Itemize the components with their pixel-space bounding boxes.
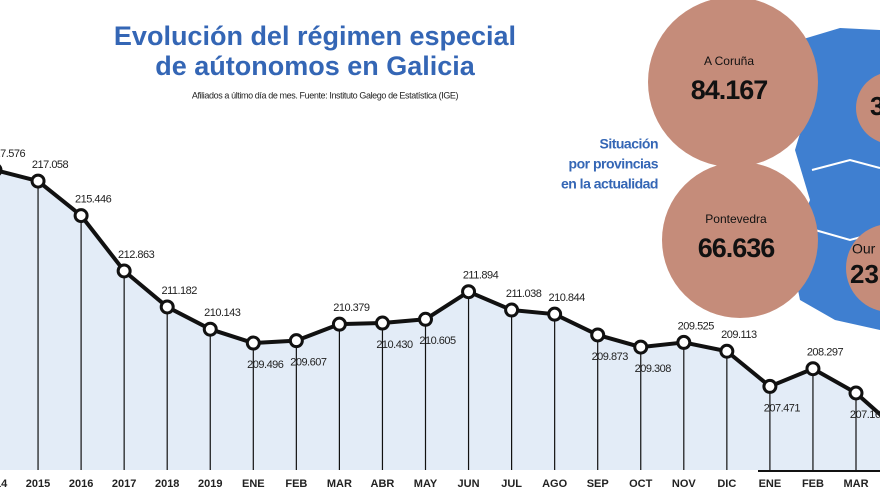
data-label: 210.844 (549, 292, 586, 304)
point (547, 306, 563, 322)
x-tick-label: MAY (414, 478, 438, 490)
x-tick-label: JUL (501, 478, 522, 490)
point (590, 327, 606, 343)
point (331, 316, 347, 332)
x-tick-label: FEB (285, 478, 307, 490)
point (73, 208, 89, 224)
province-name: Pontevedra (705, 212, 767, 226)
province-circle (662, 162, 818, 318)
point (848, 385, 864, 401)
point (288, 333, 304, 349)
data-label: 209.496 (247, 359, 284, 371)
data-label: 215.446 (75, 194, 112, 206)
data-label: 210.605 (419, 335, 456, 347)
point (805, 361, 821, 377)
data-label: 209.113 (721, 329, 757, 341)
point (633, 339, 649, 355)
x-tick-label: OCT (629, 478, 653, 490)
province-value: 3 (870, 91, 880, 121)
province-circle (856, 74, 880, 142)
x-tick-label: ENE (759, 478, 782, 490)
line (0, 169, 880, 417)
province-value: 66.636 (698, 233, 776, 263)
x-tick-label: FEB (802, 478, 824, 490)
point (676, 334, 692, 350)
point (374, 315, 390, 331)
point (30, 173, 46, 189)
point (504, 302, 520, 318)
point (202, 321, 218, 337)
data-label: 210.143 (204, 307, 241, 319)
data-label: 210.379 (333, 302, 370, 314)
x-tick-label: AGO (542, 478, 568, 490)
point (116, 263, 132, 279)
data-label: 217.058 (32, 159, 69, 171)
x-tick-label: 2018 (155, 478, 179, 490)
province-name: A Coruña (704, 54, 754, 68)
x-tick-label: NOV (672, 478, 697, 490)
province-name: Our (852, 241, 876, 257)
data-label: 207.164 (850, 409, 880, 421)
provinces-heading: por provincias (569, 156, 659, 172)
point (762, 378, 778, 394)
x-tick-label: 2017 (112, 478, 136, 490)
data-label: 207.471 (764, 402, 801, 414)
x-tick-label: 2019 (198, 478, 222, 490)
x-tick-label: 2016 (69, 478, 93, 490)
province-circle (648, 0, 818, 167)
point (159, 299, 175, 315)
point (418, 311, 433, 327)
provinces-heading: en la actualidad (561, 176, 658, 192)
province-circle (846, 225, 880, 311)
x-tick-label: MAR (843, 478, 868, 490)
point (0, 164, 3, 176)
province-value: 84.167 (691, 75, 768, 105)
point (245, 335, 261, 351)
data-label: 211.182 (161, 285, 197, 297)
x-tick-label: ENE (242, 478, 265, 490)
x-tick-label: DIC (717, 478, 736, 490)
data-label: 209.873 (592, 351, 629, 363)
area (0, 171, 880, 470)
x-tick-label: MAR (327, 478, 352, 490)
data-label: 209.607 (290, 357, 327, 369)
data-label: 212.863 (118, 249, 155, 261)
x-tick-label: 2015 (26, 478, 50, 490)
x-tick-label: SEP (587, 478, 609, 490)
data-label: 209.308 (635, 363, 672, 375)
point (719, 343, 735, 359)
data-label: 211.038 (506, 288, 542, 300)
data-label: 209.525 (678, 320, 715, 332)
chart-subtitle: Afiliados a último día de mes. Fuente: I… (192, 90, 459, 100)
x-tick-label: 2014 (0, 478, 8, 490)
point (461, 284, 477, 300)
x-tick-label: JUN (458, 478, 480, 490)
province-value: 23 (850, 259, 879, 289)
data-label: 208.297 (807, 347, 844, 359)
x-tick-label: ABR (371, 478, 395, 490)
data-label: 217.576 (0, 148, 26, 160)
chart-title: de aútonomos en Galicia (155, 51, 476, 81)
chart-title: Evolución del régimen especial (114, 21, 516, 51)
data-label: 211.894 (463, 270, 499, 282)
provinces-heading: Situación (599, 136, 658, 152)
data-label: 210.430 (376, 339, 413, 351)
